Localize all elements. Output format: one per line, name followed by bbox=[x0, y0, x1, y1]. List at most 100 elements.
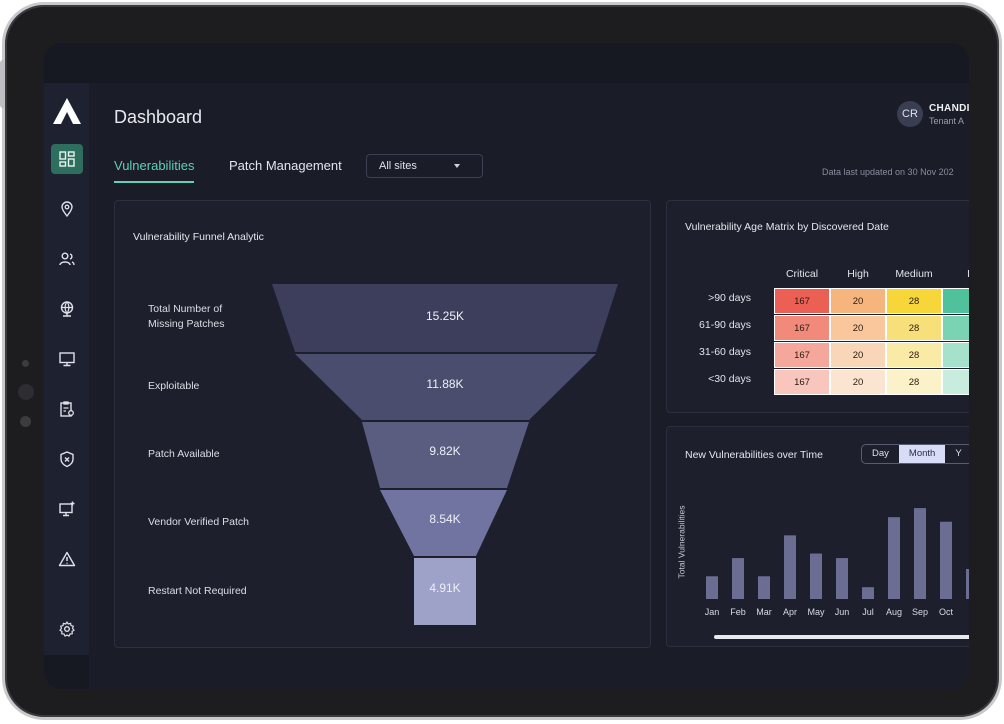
sidebar-item-network[interactable] bbox=[51, 294, 83, 324]
funnel-stage-2-value: 11.88K bbox=[426, 377, 464, 391]
matrix-row-label: <30 days bbox=[708, 373, 751, 385]
tab-patch-management[interactable]: Patch Management bbox=[229, 158, 342, 173]
matrix-cell[interactable]: 28 bbox=[886, 288, 942, 314]
funnel-stage-1-value: 15.25K bbox=[425, 309, 465, 323]
matrix-row-label: >90 days bbox=[708, 292, 751, 304]
sidebar-item-settings[interactable] bbox=[51, 614, 83, 644]
bar-feb[interactable] bbox=[732, 558, 744, 599]
funnel-stage-5 bbox=[414, 558, 476, 625]
monitor-icon bbox=[59, 352, 75, 367]
sidebar-item-endpoints[interactable] bbox=[51, 494, 83, 524]
x-tick-label: Sep bbox=[912, 607, 928, 617]
clipboard-settings-icon bbox=[60, 401, 74, 417]
toggle-month[interactable]: Month bbox=[898, 445, 946, 463]
tablet-sensor bbox=[22, 360, 29, 367]
matrix-cell[interactable] bbox=[942, 288, 969, 314]
funnel-chart bbox=[272, 284, 618, 625]
sidebar-item-security[interactable] bbox=[51, 444, 83, 474]
period-toggle: Day Month Y bbox=[861, 444, 969, 464]
bar-aug[interactable] bbox=[888, 517, 900, 599]
funnel-stage-4-label: Vendor Verified Patch bbox=[148, 516, 249, 528]
matrix-col-medium: Medium bbox=[895, 268, 933, 280]
main-content: Dashboard CR CHANDI Tenant A Vulnerabili… bbox=[89, 83, 969, 689]
x-tick-label: Mar bbox=[756, 607, 772, 617]
x-tick-label: Jun bbox=[835, 607, 850, 617]
matrix-col-critical: Critical bbox=[785, 268, 819, 280]
page-title: Dashboard bbox=[114, 107, 203, 127]
sidebar bbox=[44, 83, 89, 655]
age-matrix-card: Vulnerability Age Matrix by Discovered D… bbox=[666, 200, 969, 413]
bar-jul[interactable] bbox=[862, 587, 874, 599]
bar-n[interactable] bbox=[966, 569, 969, 599]
matrix-cell[interactable] bbox=[942, 369, 969, 395]
toggle-year[interactable]: Y bbox=[955, 448, 962, 459]
funnel-stage-3-value: 9.82K bbox=[429, 444, 461, 458]
matrix-cell[interactable]: 28 bbox=[886, 315, 942, 341]
x-tick-label: Jul bbox=[862, 607, 874, 617]
location-pin-icon bbox=[61, 201, 73, 218]
matrix-cell[interactable] bbox=[942, 315, 969, 341]
bar-jan[interactable] bbox=[706, 576, 718, 599]
matrix-col-low: L bbox=[942, 268, 969, 280]
sidebar-item-reports[interactable] bbox=[51, 394, 83, 424]
matrix-cell[interactable]: 167 bbox=[774, 369, 830, 395]
tablet-camera bbox=[18, 384, 34, 400]
monitor-plus-icon bbox=[59, 501, 75, 517]
funnel-stage-1 bbox=[272, 284, 618, 352]
funnel-stage-5-value: 4.91K bbox=[429, 581, 461, 595]
avatar[interactable]: CR bbox=[897, 101, 923, 127]
bar-may[interactable] bbox=[810, 553, 822, 599]
funnel-stage-4 bbox=[380, 490, 507, 556]
x-tick-label: Aug bbox=[886, 607, 902, 617]
matrix-cell[interactable]: 167 bbox=[774, 315, 830, 341]
matrix-cell[interactable]: 28 bbox=[886, 342, 942, 368]
tablet-side-button bbox=[0, 60, 5, 108]
x-tick-label: Feb bbox=[730, 607, 746, 617]
matrix-cell[interactable]: 28 bbox=[886, 369, 942, 395]
matrix-cell[interactable] bbox=[942, 342, 969, 368]
sidebar-item-devices[interactable] bbox=[51, 344, 83, 374]
matrix-cell[interactable]: 20 bbox=[830, 315, 886, 341]
bar-chart-title: New Vulnerabilities over Time bbox=[685, 449, 823, 461]
sidebar-item-alerts[interactable] bbox=[51, 544, 83, 574]
bar-oct[interactable] bbox=[940, 521, 952, 599]
sidebar-item-users[interactable] bbox=[51, 244, 83, 274]
users-icon bbox=[59, 252, 75, 266]
bar-jun[interactable] bbox=[836, 558, 848, 599]
shield-x-icon bbox=[60, 451, 74, 468]
tab-vulnerabilities[interactable]: Vulnerabilities bbox=[114, 158, 195, 183]
app-logo[interactable] bbox=[52, 97, 82, 125]
globe-icon bbox=[60, 301, 74, 317]
sidebar-item-dashboard[interactable] bbox=[51, 144, 83, 174]
matrix-cell[interactable]: 20 bbox=[830, 342, 886, 368]
site-select[interactable]: All sites bbox=[366, 154, 483, 178]
bar-chart: Jan Feb Mar Apr May Jun Jul Aug Sep Oct N bbox=[705, 508, 969, 617]
warning-triangle-icon bbox=[58, 551, 76, 567]
chart-scrollbar[interactable] bbox=[714, 635, 969, 639]
funnel-stage-5-label: Restart Not Required bbox=[148, 585, 247, 597]
x-tick-label: May bbox=[807, 607, 825, 617]
matrix-cell[interactable]: 20 bbox=[830, 369, 886, 395]
site-select-value: All sites bbox=[379, 160, 417, 172]
matrix-cell[interactable]: 167 bbox=[774, 288, 830, 314]
matrix-row-label: 31-60 days bbox=[699, 346, 751, 358]
toggle-day[interactable]: Day bbox=[872, 448, 889, 459]
sidebar-item-locations[interactable] bbox=[51, 194, 83, 224]
gear-icon bbox=[59, 621, 75, 637]
matrix-cell[interactable]: 167 bbox=[774, 342, 830, 368]
funnel-stage-2 bbox=[295, 354, 596, 420]
funnel-stage-4-value: 8.54K bbox=[429, 512, 461, 526]
user-menu[interactable]: CR CHANDI Tenant A bbox=[897, 101, 969, 127]
matrix-cell[interactable]: 20 bbox=[830, 288, 886, 314]
bar-mar[interactable] bbox=[758, 576, 770, 599]
funnel-card: Vulnerability Funnel Analytic Total Numb… bbox=[114, 200, 651, 648]
bar-apr[interactable] bbox=[784, 535, 796, 599]
last-updated-text: Data last updated on 30 Nov 202 bbox=[822, 167, 954, 177]
bar-sep[interactable] bbox=[914, 508, 926, 599]
x-tick-label: Jan bbox=[705, 607, 720, 617]
x-tick-label: Apr bbox=[783, 607, 797, 617]
user-tenant: Tenant A bbox=[929, 115, 965, 126]
user-name: CHANDI bbox=[929, 102, 969, 114]
new-vulnerabilities-card: New Vulnerabilities over Time Day Month … bbox=[666, 426, 969, 647]
